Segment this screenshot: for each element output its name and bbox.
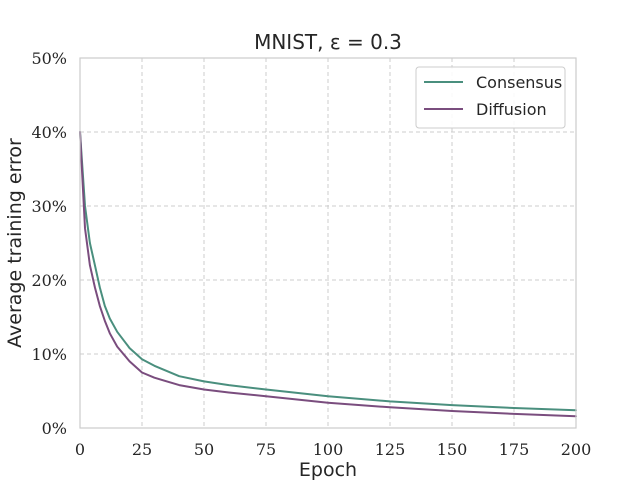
series-line-diffusion: [79, 131, 577, 418]
tick-labels: 0 25 50 75 100 125 150 175 200 0% 10% 20% 30% 40% 50%: [31, 49, 591, 459]
y-tick-label: 0%: [42, 419, 67, 438]
x-tick-label: 125: [375, 440, 406, 459]
x-tick-label: 25: [132, 440, 152, 459]
series-group: [79, 131, 577, 418]
chart-title: MNIST, ε = 0.3: [254, 30, 402, 54]
y-tick-label: 50%: [31, 49, 67, 68]
x-tick-label: 150: [437, 440, 468, 459]
legend-label-diffusion: Diffusion: [476, 100, 547, 119]
y-tick-label: 40%: [31, 123, 67, 142]
x-tick-label: 0: [75, 440, 85, 459]
x-axis-label: Epoch: [299, 459, 357, 480]
y-axis-label: Average training error: [4, 138, 26, 348]
legend: Consensus Diffusion: [415, 66, 566, 129]
legend-label-consensus: Consensus: [476, 73, 562, 92]
x-tick-label: 100: [313, 440, 344, 459]
x-tick-label: 200: [561, 440, 592, 459]
y-tick-label: 30%: [31, 197, 67, 216]
x-tick-label: 50: [194, 440, 214, 459]
plot-frame: [79, 57, 577, 429]
y-tick-label: 10%: [31, 345, 67, 364]
series-line-consensus: [79, 131, 577, 412]
x-tick-label: 175: [499, 440, 530, 459]
x-tick-label: 75: [256, 440, 276, 459]
y-tick-label: 20%: [31, 271, 67, 290]
